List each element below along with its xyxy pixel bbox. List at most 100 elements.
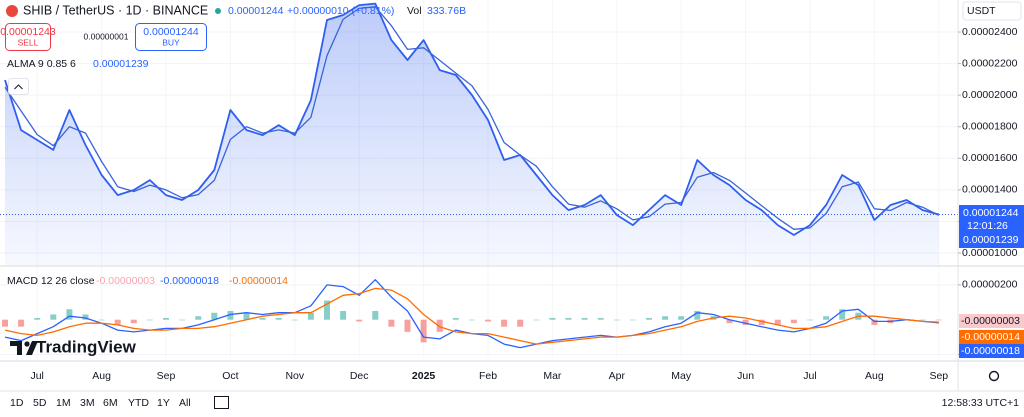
- range-button[interactable]: 1Y: [157, 397, 170, 409]
- market-status: [215, 8, 221, 14]
- x-tick-label: Jul: [803, 370, 816, 382]
- histogram-bar: [452, 317, 459, 320]
- collapse-button[interactable]: [8, 78, 29, 95]
- alma-legend-value: 0.00001239: [93, 58, 149, 70]
- x-tick-label: Aug: [865, 370, 884, 382]
- histogram-bar: [163, 317, 169, 320]
- histogram-bar: [790, 319, 797, 324]
- y-tick-label: 0.00001000: [962, 247, 1018, 259]
- macd-hist-value: -0.00000003: [96, 275, 155, 287]
- buy-price[interactable]: 0.00001244: [143, 26, 199, 38]
- x-tick-label: Sep: [929, 370, 948, 382]
- histogram-bar: [50, 314, 57, 320]
- currency[interactable]: USDT: [967, 5, 996, 17]
- price-pane: [0, 2, 958, 265]
- histogram-bar: [227, 310, 234, 320]
- volume-value: 333.76B: [427, 5, 466, 17]
- histogram-bar: [114, 319, 121, 325]
- buy-label[interactable]: BUY: [162, 37, 180, 47]
- histogram-bar: [565, 317, 572, 320]
- histogram-bar: [340, 310, 347, 320]
- logo-mark: [10, 341, 38, 355]
- histogram-bar: [324, 300, 330, 320]
- histogram-bar: [275, 317, 282, 320]
- range-button[interactable]: YTD: [128, 397, 149, 409]
- macd-signal-value: -0.00000014: [229, 275, 288, 287]
- x-tick-label: Feb: [479, 370, 497, 382]
- collapse-icon[interactable]: [14, 84, 23, 90]
- histogram-bar: [388, 319, 395, 327]
- range-toolbar: 1D 5D 1M 3M 6M YTD 1Y All: [10, 397, 191, 409]
- alma-legend: ALMA 9 0.85 6: [7, 58, 76, 70]
- settings-icon[interactable]: [988, 370, 1000, 382]
- range-button[interactable]: 6M: [103, 397, 118, 409]
- axis-macd: -0.00000018: [961, 345, 1020, 357]
- x-tick-label: Nov: [285, 370, 304, 382]
- y-tick-label: 0.00002000: [962, 89, 1018, 101]
- last-price-box: [959, 205, 1024, 248]
- histogram-bar: [758, 319, 765, 325]
- x-tick-label: Apr: [609, 370, 626, 382]
- x-tick-label: Jul: [30, 370, 43, 382]
- axis-last-price: 0.00001244: [963, 207, 1019, 219]
- logo: TradingView: [10, 337, 137, 356]
- signal-box: [959, 330, 1024, 344]
- series-line: [4, 279, 939, 349]
- histogram-bar: [646, 317, 652, 320]
- x-tick-label: Jun: [737, 370, 754, 382]
- histogram-bar: [82, 314, 89, 320]
- macd-legend: MACD 12 26 close: [7, 275, 95, 287]
- range-button[interactable]: 1D: [10, 397, 24, 409]
- histogram-bar: [211, 312, 218, 320]
- histogram-bar: [613, 319, 620, 321]
- histogram-bar: [533, 319, 540, 321]
- symbol-icon: [6, 5, 18, 17]
- currency-button[interactable]: [962, 1, 1022, 21]
- histogram-bar: [581, 317, 588, 320]
- histogram-bar: [34, 317, 41, 320]
- macd-pane: [2, 279, 942, 349]
- histogram-bar: [146, 319, 153, 321]
- range-button[interactable]: All: [179, 397, 191, 409]
- histogram-bar: [694, 310, 701, 320]
- sell-label[interactable]: SELL: [18, 37, 39, 47]
- histogram-bar: [420, 319, 427, 343]
- buy-button[interactable]: [135, 23, 207, 51]
- histogram-bar: [823, 316, 830, 320]
- histogram-bar: [871, 319, 878, 325]
- histogram-bar: [517, 319, 524, 327]
- x-tick-label: 2025: [412, 370, 436, 382]
- y-tick-label: 0.00001800: [962, 121, 1018, 133]
- histogram-bar: [66, 309, 73, 320]
- clock: 12:58:33 UTC+1: [942, 397, 1020, 409]
- histogram-bar: [259, 317, 266, 320]
- histogram-bar: [468, 319, 475, 321]
- area-fill: [5, 3, 939, 265]
- volume-label: Vol: [407, 5, 422, 17]
- histogram-bar: [839, 309, 846, 320]
- histogram-bar: [2, 319, 8, 327]
- x-tick-label: May: [671, 370, 692, 382]
- histogram-bar: [195, 316, 202, 320]
- histogram-bar: [662, 316, 669, 320]
- range-button[interactable]: 1M: [56, 397, 71, 409]
- histogram-bar: [485, 319, 491, 322]
- axis-hist: -0.00000003: [961, 315, 1020, 327]
- x-tick-label: Mar: [543, 370, 562, 382]
- histogram-bar: [678, 316, 685, 320]
- calendar-icon[interactable]: [214, 396, 229, 409]
- sell-price[interactable]: 0.00001243: [0, 26, 56, 38]
- hist-box: [959, 314, 1024, 328]
- histogram-bar: [307, 312, 314, 320]
- x-tick-label: Oct: [222, 370, 238, 382]
- y-tick-label: 0.00002200: [962, 57, 1018, 69]
- histogram-bar: [18, 319, 25, 327]
- y-tick-label: 0.00001600: [962, 152, 1018, 164]
- range-button[interactable]: 5D: [33, 397, 47, 409]
- range-button[interactable]: 3M: [80, 397, 95, 409]
- sell-button[interactable]: [5, 23, 51, 51]
- price-change: +0.00000010 (+0.81%): [287, 5, 394, 17]
- axis-alma: 0.00001239: [963, 234, 1019, 246]
- histogram-bar: [597, 317, 604, 320]
